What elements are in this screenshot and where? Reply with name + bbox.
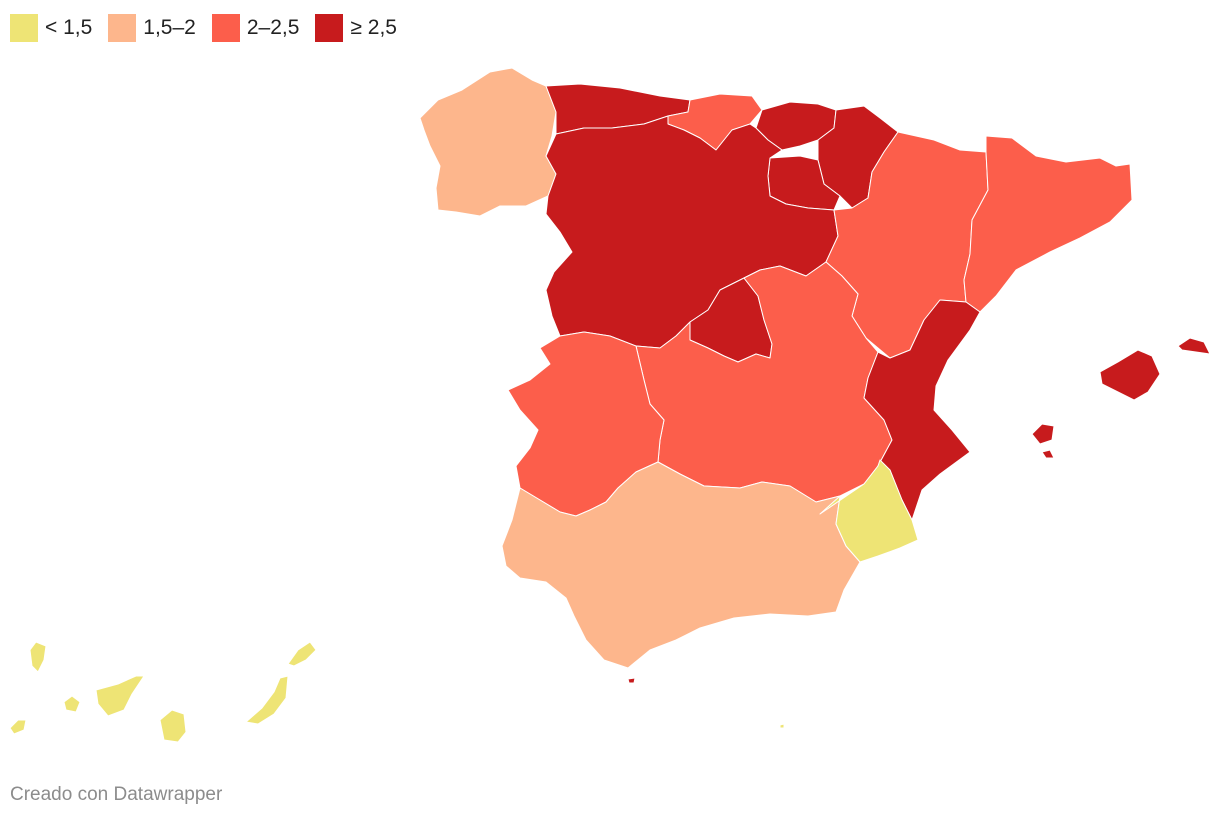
legend-label-gte-2-5: ≥ 2,5 [350, 16, 397, 39]
region-ibiza[interactable] [1031, 423, 1055, 445]
region-la-palma[interactable] [29, 641, 47, 673]
region-lanzarote[interactable] [287, 641, 317, 667]
legend-item-1-5-2: 1,5–2 [108, 14, 196, 42]
region-formentera[interactable] [1041, 449, 1055, 459]
legend-swatch-1-5-2 [108, 14, 137, 42]
datawrapper-credit: Creado con Datawrapper [10, 784, 223, 805]
region-el-hierro[interactable] [9, 719, 27, 735]
region-galicia[interactable] [419, 67, 557, 217]
legend-swatch-gte-2-5 [315, 14, 344, 42]
legend-item-2-2-5: 2–2,5 [211, 14, 300, 42]
legend-label-1-5-2: 1,5–2 [143, 16, 196, 39]
region-gran-canaria[interactable] [159, 709, 187, 743]
legend-swatch-2-2-5 [211, 14, 240, 42]
legend-swatch-lt-1-5 [10, 14, 38, 42]
region-mallorca[interactable] [1099, 349, 1161, 401]
legend: < 1,5 1,5–2 2–2,5 ≥ 2,5 [10, 14, 397, 42]
legend-label-2-2-5: 2–2,5 [246, 16, 300, 39]
legend-label-lt-1-5: < 1,5 [45, 16, 93, 39]
region-cataluna[interactable] [963, 135, 1133, 313]
region-tenerife[interactable] [95, 675, 145, 717]
region-murcia[interactable] [819, 459, 919, 563]
region-andalucia[interactable] [501, 461, 861, 669]
region-fuerteventura[interactable] [245, 675, 289, 725]
region-ceuta[interactable] [627, 677, 636, 684]
legend-item-lt-1-5: < 1,5 [10, 14, 92, 42]
legend-item-gte-2-5: ≥ 2,5 [315, 14, 397, 42]
region-melilla[interactable] [779, 723, 785, 729]
region-la-gomera[interactable] [63, 695, 81, 713]
region-menorca[interactable] [1177, 337, 1211, 355]
